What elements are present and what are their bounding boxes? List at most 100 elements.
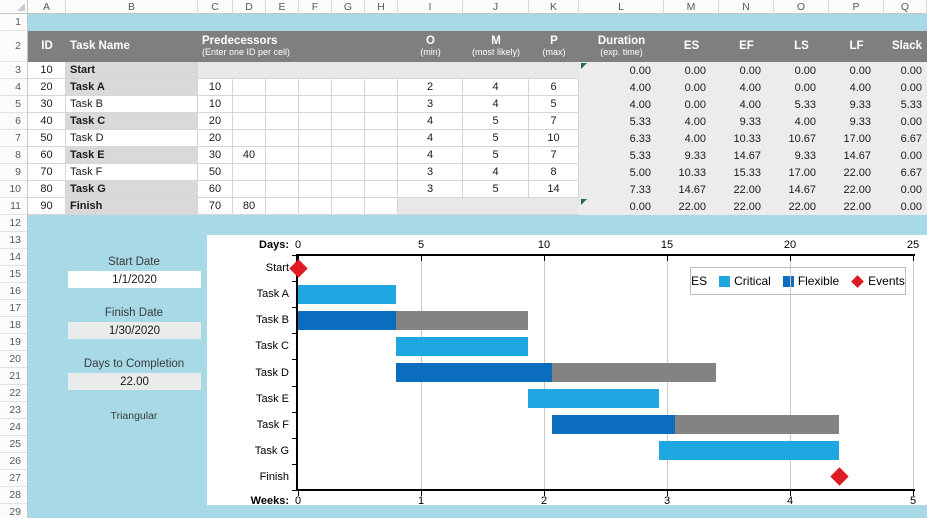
predecessor-cell[interactable]: 70 — [198, 198, 233, 215]
empty-cell[interactable] — [299, 130, 332, 147]
empty-cell[interactable] — [332, 113, 365, 130]
row-header-17[interactable]: 17 — [0, 300, 27, 317]
id-cell[interactable]: 50 — [28, 130, 66, 147]
column-header-N[interactable]: N — [719, 0, 774, 14]
empty-cell[interactable] — [332, 198, 365, 215]
row-header-20[interactable]: 20 — [0, 351, 27, 368]
row-header-3[interactable]: 3 — [0, 62, 27, 79]
column-header-P[interactable]: P — [829, 0, 884, 14]
m-cell[interactable]: 5 — [463, 113, 529, 130]
id-cell[interactable]: 90 — [28, 198, 66, 215]
empty-cell[interactable] — [266, 130, 299, 147]
ef-cell[interactable]: 22.00 — [719, 181, 774, 198]
days-to-completion-box[interactable]: 22.00 — [68, 373, 201, 390]
empty-cell[interactable] — [365, 198, 398, 215]
header-ef[interactable]: EF — [739, 40, 754, 53]
o-cell[interactable]: 4 — [398, 147, 463, 164]
empty-cell[interactable] — [266, 113, 299, 130]
slack-cell[interactable]: 0.00 — [884, 198, 927, 215]
predecessor-cell[interactable] — [233, 96, 266, 113]
column-header-G[interactable]: G — [332, 0, 365, 14]
predecessor-cell[interactable]: 10 — [198, 79, 233, 96]
column-header-C[interactable]: C — [198, 0, 233, 14]
p-cell[interactable]: 8 — [529, 164, 579, 181]
predecessor-cell[interactable] — [233, 79, 266, 96]
es-cell[interactable]: 0.00 — [664, 96, 719, 113]
o-cell[interactable]: 4 — [398, 113, 463, 130]
row-header-12[interactable]: 12 — [0, 215, 27, 232]
ef-cell[interactable]: 14.67 — [719, 147, 774, 164]
task-name-cell[interactable]: Task F — [66, 164, 198, 181]
es-cell[interactable]: 9.33 — [664, 147, 719, 164]
column-header-A[interactable]: A — [28, 0, 66, 14]
p-cell[interactable]: 7 — [529, 147, 579, 164]
empty-cell[interactable] — [266, 96, 299, 113]
lf-cell[interactable]: 9.33 — [829, 113, 884, 130]
slack-cell[interactable]: 0.00 — [884, 113, 927, 130]
column-header-F[interactable]: F — [299, 0, 332, 14]
row-header-19[interactable]: 19 — [0, 334, 27, 351]
lf-cell[interactable]: 22.00 — [829, 164, 884, 181]
ef-cell[interactable]: 4.00 — [719, 79, 774, 96]
row-header-13[interactable]: 13 — [0, 232, 27, 249]
empty-cell[interactable] — [332, 130, 365, 147]
empty-cell[interactable] — [332, 147, 365, 164]
ls-cell[interactable]: 5.33 — [774, 96, 829, 113]
m-cell[interactable]: 4 — [463, 79, 529, 96]
p-cell[interactable]: 5 — [529, 96, 579, 113]
id-cell[interactable]: 30 — [28, 96, 66, 113]
lf-cell[interactable]: 14.67 — [829, 147, 884, 164]
task-name-cell[interactable]: Task B — [66, 96, 198, 113]
duration-cell[interactable]: 5.33 — [579, 147, 664, 164]
task-name-cell[interactable]: Start — [66, 62, 198, 79]
slack-cell[interactable]: 0.00 — [884, 147, 927, 164]
empty-cell[interactable] — [365, 164, 398, 181]
es-cell[interactable]: 22.00 — [664, 198, 719, 215]
empty-cell[interactable] — [365, 96, 398, 113]
task-name-cell[interactable]: Task E — [66, 147, 198, 164]
row-header-26[interactable]: 26 — [0, 453, 27, 470]
o-cell[interactable]: 3 — [398, 181, 463, 198]
p-cell[interactable]: 14 — [529, 181, 579, 198]
empty-cell[interactable] — [299, 181, 332, 198]
ef-cell[interactable]: 4.00 — [719, 96, 774, 113]
predecessor-cell[interactable] — [233, 181, 266, 198]
column-header-M[interactable]: M — [664, 0, 719, 14]
ls-cell[interactable]: 0.00 — [774, 62, 829, 79]
lf-cell[interactable]: 22.00 — [829, 198, 884, 215]
lf-cell[interactable]: 0.00 — [829, 62, 884, 79]
row-header-16[interactable]: 16 — [0, 283, 27, 300]
slack-cell[interactable]: 0.00 — [884, 62, 927, 79]
empty-cell[interactable] — [365, 79, 398, 96]
column-header-L[interactable]: L — [579, 0, 664, 14]
duration-cell[interactable]: 0.00 — [579, 62, 664, 79]
id-cell[interactable]: 10 — [28, 62, 66, 79]
ls-cell[interactable]: 4.00 — [774, 113, 829, 130]
o-cell[interactable]: 2 — [398, 79, 463, 96]
task-name-cell[interactable]: Task A — [66, 79, 198, 96]
lf-cell[interactable]: 9.33 — [829, 96, 884, 113]
empty-band[interactable] — [398, 198, 579, 215]
gantt-chart[interactable]: ES Critical Flexible Events 0 5 10 15 20 25 Da… — [207, 235, 927, 507]
column-header-E[interactable]: E — [266, 0, 299, 14]
row-header-27[interactable]: 27 — [0, 470, 27, 487]
header-es[interactable]: ES — [683, 40, 700, 53]
predecessor-cell[interactable]: 10 — [198, 96, 233, 113]
column-header-I[interactable]: I — [398, 0, 463, 14]
empty-cell[interactable] — [299, 164, 332, 181]
column-header-J[interactable]: J — [463, 0, 529, 14]
empty-cell[interactable] — [299, 79, 332, 96]
task-name-cell[interactable]: Task C — [66, 113, 198, 130]
es-cell[interactable]: 4.00 — [664, 130, 719, 147]
header-o[interactable]: O (min) — [398, 31, 463, 62]
ef-cell[interactable]: 15.33 — [719, 164, 774, 181]
header-lf[interactable]: LF — [849, 40, 864, 53]
predecessor-cell[interactable]: 20 — [198, 113, 233, 130]
row-header-6[interactable]: 6 — [0, 113, 27, 130]
o-cell[interactable]: 4 — [398, 130, 463, 147]
header-p[interactable]: P (max) — [529, 31, 579, 62]
ef-cell[interactable]: 22.00 — [719, 198, 774, 215]
es-cell[interactable]: 0.00 — [664, 62, 719, 79]
slack-cell[interactable]: 6.67 — [884, 164, 927, 181]
lf-cell[interactable]: 17.00 — [829, 130, 884, 147]
